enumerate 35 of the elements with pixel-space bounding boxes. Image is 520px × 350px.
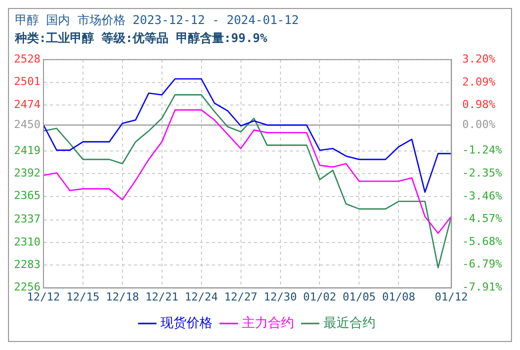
y2-tick-label: -2.35% (462, 166, 502, 180)
x-tick-label: 12/18 (106, 290, 139, 304)
y-tick-label: 2528 (14, 52, 40, 66)
x-tick-label: 12/21 (145, 290, 178, 304)
y-tick-label: 2283 (14, 258, 40, 272)
y2-tick-label: -4.57% (462, 212, 502, 226)
y-tick-label: 2501 (14, 75, 40, 88)
y-tick-label: 2337 (14, 212, 40, 226)
y2-tick-label: -3.46% (462, 189, 502, 202)
legend-label: 主力合约 (242, 314, 294, 331)
x-tick-label: 01/05 (342, 290, 376, 304)
y2-tick-label: 0.98% (462, 98, 496, 112)
x-tick-label: 01/08 (382, 290, 416, 304)
y2-tick-label: -6.79% (462, 258, 502, 271)
x-tick-label: 01/02 (303, 290, 336, 304)
y-tick-label: 2310 (14, 235, 40, 248)
y2-tick-label: 3.20% (462, 52, 496, 66)
y2-tick-label: -1.24% (462, 144, 502, 157)
x-tick-label: 12/24 (184, 290, 218, 304)
y-tick-label: 2474 (14, 98, 41, 111)
x-tick-label: 12/15 (66, 290, 100, 304)
y-tick-label: 2450 (14, 118, 40, 131)
x-tick-label: 12/30 (264, 290, 297, 304)
y-tick-label: 2365 (14, 189, 40, 202)
y-tick-label: 2419 (14, 144, 40, 157)
legend-label: 现货价格 (160, 316, 212, 331)
y2-tick-label: 2.09% (462, 75, 496, 88)
legend-label: 最近合约 (323, 316, 376, 331)
x-tick-label: 12/27 (224, 290, 258, 304)
y-tick-label: 2392 (14, 166, 40, 180)
x-tick-label: 01/12 (434, 290, 468, 304)
y2-tick-label: 0.00% (462, 118, 496, 132)
y2-tick-label: -5.68% (462, 234, 502, 248)
chart-subtitle: 种类:工业甲醇 等级:优等品 甲醇含量:99.9% (14, 30, 268, 47)
chart-title: 甲醇 国内 市场价格 2023-12-12 - 2024-01-12 (14, 12, 300, 29)
